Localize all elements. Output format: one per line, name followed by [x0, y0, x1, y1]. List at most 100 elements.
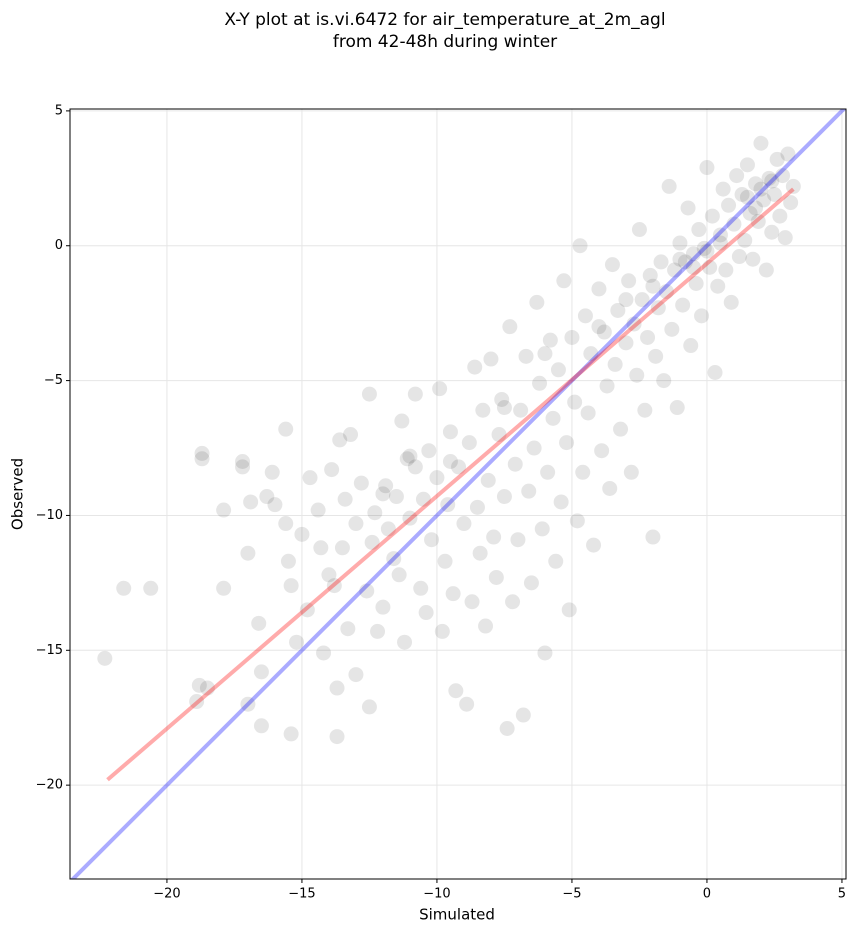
point [143, 580, 159, 596]
point [240, 545, 256, 561]
point [507, 456, 523, 472]
point [199, 680, 215, 696]
point [251, 615, 267, 631]
point [340, 621, 356, 637]
point [739, 157, 755, 173]
point [618, 292, 634, 308]
point [631, 222, 647, 238]
point [729, 168, 745, 184]
point [583, 346, 599, 362]
point [634, 292, 650, 308]
point [459, 696, 475, 712]
point [483, 351, 499, 367]
point [370, 623, 386, 639]
point [545, 410, 561, 426]
point [445, 586, 461, 602]
point [413, 580, 429, 596]
point [278, 516, 294, 532]
point [540, 464, 556, 480]
point [475, 402, 491, 418]
point [591, 319, 607, 335]
point [402, 510, 418, 526]
point [407, 459, 423, 475]
point [332, 432, 348, 448]
x-tick-label: 5 [838, 887, 846, 902]
point [337, 491, 353, 507]
point [310, 502, 326, 518]
point [502, 319, 518, 335]
point [569, 513, 585, 529]
point [253, 718, 269, 734]
point [97, 650, 113, 666]
point [564, 329, 580, 345]
point [294, 526, 310, 542]
point [537, 346, 553, 362]
point [748, 176, 764, 192]
point [278, 421, 294, 437]
point [364, 534, 380, 550]
point [594, 443, 610, 459]
point [216, 580, 232, 596]
point [469, 499, 485, 515]
point [505, 594, 521, 610]
point [432, 381, 448, 397]
point [467, 359, 483, 375]
point [243, 494, 259, 510]
point [391, 567, 407, 583]
point [480, 472, 496, 488]
point [375, 486, 391, 502]
point [721, 197, 737, 213]
y-tick-label: 5 [55, 103, 63, 118]
point [532, 375, 548, 391]
point [259, 489, 275, 505]
point [667, 262, 683, 278]
point [494, 391, 510, 407]
point [691, 222, 707, 238]
point [267, 497, 283, 513]
point [194, 445, 210, 461]
point [702, 259, 718, 275]
point [456, 516, 472, 532]
point [607, 356, 623, 372]
point [421, 443, 437, 459]
point [637, 402, 653, 418]
point [526, 440, 542, 456]
point [513, 402, 529, 418]
point [194, 451, 210, 467]
point [240, 696, 256, 712]
y-tick-label: −20 [36, 778, 63, 793]
point [739, 189, 755, 205]
point [283, 726, 299, 742]
y-tick-label: −5 [44, 373, 63, 388]
point [264, 464, 280, 480]
point [602, 480, 618, 496]
point [359, 583, 375, 599]
y-tick-label: 0 [55, 238, 63, 253]
point [629, 367, 645, 383]
point [348, 516, 364, 532]
point [397, 634, 413, 650]
point [407, 386, 423, 402]
point [361, 699, 377, 715]
point [429, 470, 445, 486]
point [326, 578, 342, 594]
point [669, 400, 685, 416]
point [694, 308, 710, 324]
point [434, 623, 450, 639]
point [685, 246, 701, 262]
point [375, 599, 391, 615]
point [623, 464, 639, 480]
x-tick-label: 0 [703, 887, 711, 902]
point [618, 335, 634, 351]
y-tick-label: −15 [36, 643, 63, 658]
plot-frame [69, 108, 847, 880]
point [491, 427, 507, 443]
point [437, 553, 453, 569]
point [577, 308, 593, 324]
point [766, 186, 782, 202]
point [769, 151, 785, 167]
point [191, 677, 207, 693]
x-tick-label: −5 [562, 887, 581, 902]
point [334, 540, 350, 556]
